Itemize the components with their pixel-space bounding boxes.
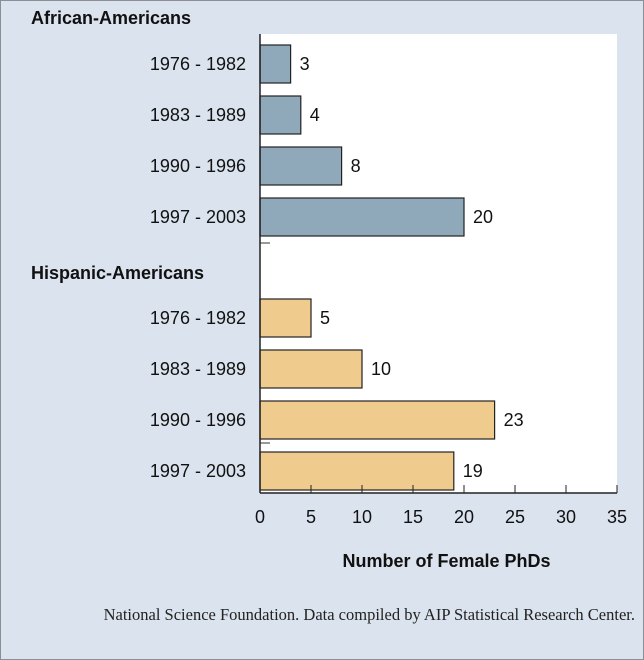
category-label: 1976 - 1982 [150, 308, 246, 328]
bar [259, 298, 312, 338]
category-label: 1990 - 1996 [150, 410, 246, 430]
category-label: 1983 - 1989 [150, 359, 246, 379]
bar-chart: African-Americans 1976 - 1982 3 1983 - 1989… [31, 8, 627, 571]
data-label: 3 [300, 54, 310, 74]
bar [259, 349, 363, 389]
category-label: 1997 - 2003 [150, 461, 246, 481]
category-label: 1997 - 2003 [150, 207, 246, 227]
bar [259, 197, 465, 237]
x-tick-label: 30 [556, 507, 576, 527]
bar [259, 44, 292, 84]
bar [259, 146, 343, 186]
bar [259, 451, 455, 491]
source-note: National Science Foundation. Data compil… [103, 605, 635, 624]
x-tick-label: 0 [255, 507, 265, 527]
bar [259, 400, 496, 440]
category-label: 1990 - 1996 [150, 156, 246, 176]
data-label: 19 [463, 461, 483, 481]
data-label: 4 [310, 105, 320, 125]
x-tick-label: 5 [306, 507, 316, 527]
x-tick-label: 20 [454, 507, 474, 527]
data-label: 10 [371, 359, 391, 379]
x-tick-label: 25 [505, 507, 525, 527]
group-label-african-americans: African-Americans [31, 8, 191, 28]
bar [259, 95, 302, 135]
x-tick-label: 10 [352, 507, 372, 527]
x-axis-title: Number of Female PhDs [342, 551, 550, 571]
data-label: 5 [320, 308, 330, 328]
group-label-hispanic-americans: Hispanic-Americans [31, 263, 204, 283]
data-label: 20 [473, 207, 493, 227]
category-label: 1983 - 1989 [150, 105, 246, 125]
x-tick-label: 35 [607, 507, 627, 527]
category-label: 1976 - 1982 [150, 54, 246, 74]
x-tick-label: 15 [403, 507, 423, 527]
data-label: 23 [504, 410, 524, 430]
data-label: 8 [351, 156, 361, 176]
